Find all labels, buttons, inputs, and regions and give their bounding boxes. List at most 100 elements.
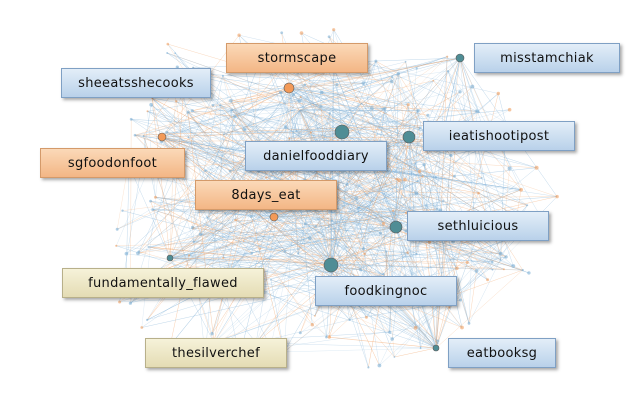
graph-edge — [363, 70, 449, 84]
graph-edge — [167, 52, 410, 138]
graph-node — [491, 260, 494, 264]
graph-edge — [390, 110, 419, 230]
graph-edge — [415, 307, 450, 329]
graph-hub-node — [283, 82, 295, 94]
graph-edge — [333, 68, 343, 133]
label-sheeatsshecooks[interactable]: sheeatsshecooks — [61, 68, 211, 98]
label-misstamchiak[interactable]: misstamchiak — [474, 43, 620, 73]
graph-edge — [231, 68, 335, 111]
graph-edge — [192, 57, 461, 111]
graph-edge — [288, 82, 364, 89]
graph-edge — [273, 176, 423, 218]
graph-edge — [383, 110, 419, 178]
graph-edge — [188, 111, 235, 117]
graph-node — [229, 98, 233, 103]
graph-edge — [143, 135, 438, 342]
graph-edge — [350, 164, 507, 258]
graph-node — [142, 134, 145, 137]
label-foodkingnoc[interactable]: foodkingnoc — [315, 276, 457, 306]
graph-edge — [330, 193, 417, 266]
graph-edge — [231, 109, 478, 112]
graph-edge — [330, 193, 417, 266]
graph-node — [279, 90, 283, 95]
graph-edge — [185, 72, 364, 84]
graph-node — [534, 165, 539, 170]
graph-node — [129, 117, 133, 121]
graph-edge — [338, 163, 397, 228]
graph-node — [374, 59, 378, 63]
graph-edge — [498, 93, 506, 123]
graph-edge — [423, 164, 437, 349]
graph-edge — [188, 136, 438, 210]
graph-edge — [213, 164, 425, 343]
graph-edge — [371, 108, 384, 110]
graph-edge — [379, 253, 501, 366]
label-sethluicious[interactable]: sethluicious — [407, 211, 549, 241]
graph-edge — [151, 97, 251, 151]
graph-edge — [169, 232, 398, 259]
label-danielfooddiary[interactable]: danielfooddiary — [245, 141, 387, 171]
graph-node — [377, 363, 382, 368]
graph-edge — [405, 61, 470, 324]
graph-edge — [253, 226, 316, 272]
graph-node — [280, 173, 283, 176]
graph-edge — [383, 176, 437, 349]
graph-edge — [447, 70, 478, 112]
graph-edge — [169, 189, 522, 259]
graph-edge — [336, 84, 343, 133]
graph-edge — [263, 53, 537, 230]
label-fundamentally_flawed[interactable]: fundamentally_flawed — [62, 268, 264, 298]
graph-edge — [200, 226, 397, 235]
graph-edge — [270, 279, 390, 333]
graph-edge — [288, 87, 514, 235]
graph-node — [118, 300, 122, 304]
graph-node — [390, 79, 394, 84]
graph-edge — [358, 136, 410, 209]
graph-edge — [288, 87, 513, 227]
graph-node — [230, 108, 234, 112]
graph-node — [357, 206, 360, 209]
graph-edge — [288, 82, 364, 89]
graph-edge — [192, 110, 271, 146]
graph-edge — [161, 141, 437, 349]
graph-edge — [449, 269, 523, 297]
graph-edge — [192, 105, 213, 111]
label-8days_eat[interactable]: 8days_eat — [195, 180, 337, 210]
graph-edge — [200, 233, 408, 254]
graph-edge — [299, 109, 558, 197]
label-stormscape[interactable]: stormscape — [226, 43, 368, 73]
graph-edge — [131, 119, 397, 228]
graph-node — [391, 75, 394, 78]
graph-node — [496, 91, 500, 96]
graph-edge — [341, 56, 448, 133]
graph-edge — [235, 219, 329, 226]
graph-edge — [330, 264, 523, 271]
label-sgfoodonfoot[interactable]: sgfoodonfoot — [40, 148, 185, 178]
graph-edge — [395, 104, 409, 228]
label-thesilverchef[interactable]: thesilverchef — [145, 338, 287, 368]
graph-edge — [419, 171, 470, 324]
graph-edge — [207, 217, 333, 274]
graph-node — [136, 251, 140, 256]
graph-edge — [204, 134, 225, 358]
graph-edge — [131, 171, 171, 259]
graph-edge — [375, 60, 419, 111]
graph-node — [303, 83, 307, 87]
graph-edge — [151, 97, 437, 349]
graph-edge — [299, 104, 409, 111]
graph-edge — [300, 200, 332, 266]
graph-edge — [152, 97, 343, 133]
graph-hub-node — [157, 132, 167, 142]
label-eatbooksg[interactable]: eatbooksg — [448, 338, 556, 368]
graph-node — [259, 247, 262, 250]
graph-edge — [138, 57, 290, 252]
graph-edge — [249, 60, 377, 296]
graph-edge — [331, 220, 397, 228]
label-ieatishootipost[interactable]: ieatishootipost — [423, 121, 575, 151]
graph-edge — [283, 136, 410, 353]
graph-edge — [205, 84, 306, 171]
graph-edge — [330, 127, 421, 266]
graph-edge — [358, 177, 482, 209]
graph-node — [446, 70, 450, 73]
graph-edge — [161, 123, 453, 138]
